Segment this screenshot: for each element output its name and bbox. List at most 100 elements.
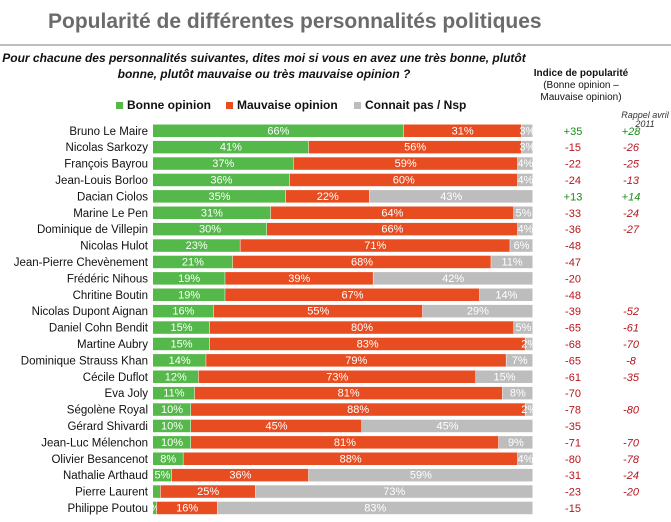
data-label-nsp: 9%: [508, 437, 524, 449]
data-label-bonne: 19%: [178, 289, 200, 301]
rappel-value: -24: [623, 470, 639, 482]
category-label: Marine Le Pen: [73, 208, 148, 220]
bar-segment-nsp: [510, 239, 533, 252]
bar-segment-nsp: [362, 419, 533, 433]
category-label: Olivier Besancenot: [51, 454, 148, 466]
bar-segment-nsp: [422, 304, 533, 318]
category-label: Ségolène Royal: [67, 405, 148, 417]
bar-segment-mauvaise: [308, 140, 522, 154]
indice-value: -47: [565, 257, 581, 269]
data-label-bonne: 11%: [163, 388, 184, 400]
data-label-mauvaise: 31%: [452, 125, 474, 137]
bar-segment-bonne: [153, 354, 207, 367]
legend-label-bonne: Bonne opinion: [127, 98, 211, 112]
indice-value: -65: [565, 355, 581, 367]
indice-value: -39: [565, 306, 581, 318]
bar-segment-nsp: [517, 173, 533, 187]
bar-segment-bonne: [153, 288, 226, 301]
rappel-value: +14: [622, 191, 641, 203]
bar-segment-mauvaise: [403, 124, 522, 137]
bar-segment-mauvaise: [160, 485, 256, 498]
bar-segment-bonne: [153, 386, 195, 400]
data-label-nsp: 5%: [516, 207, 532, 219]
bar-segment-mauvaise: [183, 452, 518, 465]
category-label: François Bayrou: [64, 159, 148, 171]
category-label: Cécile Duflot: [83, 372, 149, 384]
data-label-nsp: 3%: [519, 142, 535, 154]
bar-segment-mauvaise: [293, 157, 518, 170]
bar-segment-mauvaise: [194, 386, 503, 400]
category-label: Chritine Boutin: [73, 290, 148, 302]
legend-item-mauvaise: Mauvaise opinion: [226, 98, 338, 112]
bar-segment-mauvaise: [225, 288, 480, 301]
bar-segment-nsp: [369, 190, 533, 203]
category-label: Dacian Ciolos: [77, 191, 148, 203]
data-label-nsp: 59%: [410, 470, 432, 482]
bar-segment-nsp: [506, 354, 533, 367]
data-label-bonne: 15%: [170, 322, 192, 334]
bar-segment-bonne: [153, 173, 290, 187]
indice-value: -48: [565, 241, 581, 253]
legend-swatch-bonne: [116, 101, 123, 109]
rappel-value: -26: [623, 142, 640, 154]
bar-segment-nsp: [373, 272, 533, 285]
page-title: Popularité de différentes personnalités …: [48, 10, 542, 33]
bar-segment-bonne: [153, 337, 210, 351]
category-label: Frédéric Nihous: [67, 273, 148, 285]
data-label-mauvaise: 25%: [197, 486, 219, 498]
bar-segment-bonne: [153, 403, 191, 416]
data-label-nsp: 11%: [501, 256, 522, 268]
category-label: Nicolas Dupont Aignan: [32, 306, 148, 318]
data-label-bonne: 66%: [267, 125, 289, 137]
data-label-mauvaise: 36%: [229, 470, 251, 482]
bar-segment-bonne: [153, 157, 294, 170]
bar-segment-bonne: [153, 140, 309, 154]
bar-segment-mauvaise: [286, 190, 370, 203]
category-label: Dominique de Villepin: [37, 224, 148, 236]
rappel-value: -61: [623, 323, 639, 335]
index-header-title: Indice de popularité: [533, 68, 629, 79]
bar-segment-mauvaise: [267, 222, 518, 236]
bar-segment-mauvaise: [240, 239, 511, 252]
bar-segment-bonne: [153, 419, 191, 433]
bar-segment-mauvaise: [210, 337, 526, 351]
bar-segment-bonne: [153, 255, 233, 269]
legend-item-bonne: Bonne opinion: [116, 98, 211, 112]
data-label-mauvaise: 88%: [347, 404, 369, 416]
data-label-mauvaise: 59%: [395, 158, 417, 170]
legend-label-mauvaise: Mauvaise opinion: [237, 98, 338, 112]
rappel-value: -78: [623, 454, 640, 466]
bar-segment-nsp: [517, 452, 533, 465]
category-label: Daniel Cohn Bendit: [49, 323, 149, 335]
data-label-bonne: 30%: [199, 224, 221, 236]
indice-value: -70: [565, 388, 581, 400]
data-label-bonne: 23%: [186, 240, 208, 252]
data-label-mauvaise: 80%: [351, 322, 373, 334]
rappel-value: -70: [623, 437, 640, 449]
data-label-bonne: 31%: [201, 207, 223, 219]
data-label-mauvaise: 73%: [326, 371, 348, 383]
category-label: Nicolas Hulot: [80, 241, 149, 253]
data-label-bonne: 35%: [208, 191, 230, 203]
bar-segment-mauvaise: [232, 255, 492, 269]
indice-value: -36: [565, 224, 581, 236]
bar-segment-nsp: [498, 436, 533, 449]
bar-segment-mauvaise: [191, 419, 362, 433]
category-label: Martine Aubry: [77, 339, 148, 351]
data-label-nsp: 29%: [467, 306, 489, 318]
category-label: Jean-Pierre Chevènement: [14, 257, 149, 269]
data-label-bonne: 21%: [182, 256, 204, 268]
bar-segment-nsp: [476, 370, 533, 383]
data-label-nsp: 8%: [510, 388, 526, 400]
indice-value: -65: [565, 323, 581, 335]
bar-segment-mauvaise: [210, 321, 514, 334]
bar-segment-bonne: [153, 370, 199, 383]
data-label-bonne: 14%: [169, 355, 191, 367]
rappel-value: -70: [623, 339, 640, 351]
legend-swatch-nsp: [354, 101, 361, 109]
bar-segment-bonne: [153, 304, 214, 318]
data-label-bonne: 10%: [161, 404, 183, 416]
data-label-mauvaise: 79%: [345, 355, 367, 367]
data-label-nsp: 4%: [517, 158, 533, 170]
data-label-bonne: 16%: [172, 306, 194, 318]
